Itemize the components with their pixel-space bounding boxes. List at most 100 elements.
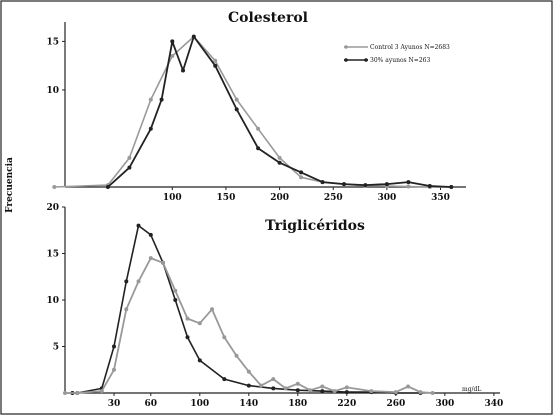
trigliceridos-title: Triglicéridos — [265, 218, 365, 234]
trigliceridos-series-1-point — [210, 307, 214, 312]
trigliceridos-series-1-point — [369, 389, 374, 394]
colesterol-series-1-point — [342, 182, 346, 187]
colesterol-series-0-point — [213, 58, 218, 63]
colesterol-x-tick-label: 300 — [377, 193, 396, 203]
trigliceridos-series-1-point — [320, 384, 325, 389]
trigliceridos-series-1-point — [161, 260, 165, 265]
colesterol-x-tick-label: 200 — [270, 193, 289, 203]
colesterol-series-1-point — [320, 180, 325, 185]
colesterol-series-1-point — [105, 185, 110, 189]
trigliceridos-series-0-point — [148, 232, 153, 237]
colesterol-series-0-point — [234, 97, 239, 102]
colesterol-legend: Control 3 Ayunos N=2683 30% ayunos N=263 — [344, 44, 450, 64]
trigliceridos-series-0-point — [112, 344, 116, 349]
trigliceridos-series-1-line — [65, 257, 433, 394]
trigliceridos-x-tick-label: 30 — [108, 399, 121, 409]
frecuencia-label: Frecuencia — [5, 157, 15, 213]
trigliceridos-series-1-point — [271, 377, 276, 382]
trigliceridos-series-1-point — [148, 256, 153, 261]
legend-label-ayunos: 30% ayunos N=263 — [370, 57, 430, 64]
trigliceridos-series-1-point — [63, 391, 67, 395]
trigliceridos-y-tick-label: 5 — [53, 343, 59, 353]
colesterol-series-1-point — [170, 39, 175, 44]
colesterol-series-0-point — [127, 155, 132, 160]
colesterol-series-1-point — [234, 107, 239, 112]
trigliceridos-series-1-point — [393, 390, 398, 395]
colesterol-x-tick-label: 100 — [163, 193, 182, 203]
trigliceridos-x-tick-label: 260 — [386, 399, 405, 409]
colesterol-series-1-point — [127, 165, 132, 170]
trigliceridos-series-0-point — [344, 390, 349, 395]
colesterol-series-0-point — [52, 185, 57, 189]
trigliceridos-series-1-point — [185, 316, 190, 321]
legend-label-control: Control 3 Ayunos N=2683 — [370, 44, 450, 51]
colesterol-title: Colesterol — [228, 10, 308, 26]
trigliceridos-x-tick-label: 180 — [288, 399, 307, 409]
colesterol-series-1-point — [213, 63, 218, 68]
colesterol-series-0-line — [54, 35, 452, 188]
colesterol-series-0-point — [170, 54, 175, 58]
trigliceridos-series-1-point — [430, 391, 435, 395]
trigliceridos-series-0-point — [136, 223, 141, 228]
colesterol-series-1-point — [427, 184, 432, 188]
trigliceridos-x-unit: mg/dL — [462, 386, 481, 393]
trigliceridos-series-0-point — [197, 358, 202, 363]
trigliceridos-x-tick-label: 100 — [190, 399, 209, 409]
trigliceridos-y-tick-label: 10 — [46, 296, 59, 306]
colesterol-x-tick-label: 250 — [324, 193, 343, 203]
trigliceridos-series-1-point — [418, 390, 423, 395]
trigliceridos-y-tick-label: 20 — [46, 203, 59, 213]
colesterol-y-tick-label: 10 — [46, 86, 59, 96]
colesterol-series-0-point — [148, 97, 153, 102]
trigliceridos-series-1-point — [406, 384, 411, 389]
trigliceridos-series-0-point — [222, 377, 227, 382]
trigliceridos-x-tick-label: 300 — [435, 399, 454, 409]
colesterol-series-1-point — [384, 182, 389, 187]
trigliceridos-series-0-point — [271, 386, 276, 391]
trigliceridos-x-tick-label: 220 — [337, 399, 356, 409]
trigliceridos-series-1-point — [308, 388, 313, 393]
colesterol-series-1-point — [449, 185, 454, 189]
trigliceridos-series-1-point — [75, 391, 80, 395]
trigliceridos-series-1-point — [234, 353, 239, 358]
colesterol-x-tick-label: 150 — [217, 193, 236, 203]
trigliceridos-series-1-point — [124, 307, 129, 312]
trigliceridos-series-1-point — [173, 288, 178, 293]
colesterol-series-0-point — [406, 184, 411, 189]
trigliceridos-series-1-point — [99, 389, 104, 394]
trigliceridos-series-0-point — [246, 383, 251, 388]
trigliceridos-series-0-point — [124, 279, 129, 284]
trigliceridos-series-1-point — [344, 385, 349, 390]
trigliceridos-series-1-point — [332, 389, 337, 394]
trigliceridos-series-1-point — [112, 367, 116, 372]
trigliceridos-series-1-point — [246, 369, 251, 374]
colesterol-series-1-point — [148, 126, 153, 131]
colesterol-chart: Colesterol 100 150 200 250 300 350 15 10 Contro… — [46, 10, 466, 203]
colesterol-series-1-point — [191, 34, 196, 39]
trigliceridos-series-1-point — [136, 279, 141, 284]
trigliceridos-series-0-line — [72, 224, 421, 394]
trigliceridos-series-1-point — [222, 335, 227, 340]
colesterol-series-1-point — [256, 146, 261, 151]
colesterol-series-1-point — [363, 183, 368, 188]
colesterol-series-0-point — [256, 126, 261, 131]
trigliceridos-series-0-point — [295, 388, 300, 393]
colesterol-y-tick-label: 15 — [46, 37, 59, 47]
trigliceridos-series-0-point — [320, 389, 325, 394]
trigliceridos-chart: Triglicéridos 30 60 100 140 180 220 260 300 340 2… — [46, 203, 503, 409]
colesterol-series-1-point — [299, 170, 304, 175]
colesterol-series-1-point — [406, 180, 411, 185]
trigliceridos-y-tick-label: 15 — [46, 250, 59, 260]
trigliceridos-series-1-point — [259, 383, 264, 388]
trigliceridos-x-tick-label: 340 — [484, 399, 503, 409]
colesterol-series-0-point — [277, 155, 282, 160]
trigliceridos-x-tick-label: 60 — [145, 399, 158, 409]
colesterol-series-1-point — [159, 97, 164, 102]
trigliceridos-series-1-point — [295, 381, 300, 386]
colesterol-series-1-point — [181, 68, 185, 73]
trigliceridos-series-0-point — [185, 335, 190, 340]
trigliceridos-series-1-point — [283, 386, 288, 391]
trigliceridos-series-1-point — [197, 321, 202, 326]
colesterol-series-1-point — [277, 160, 282, 165]
